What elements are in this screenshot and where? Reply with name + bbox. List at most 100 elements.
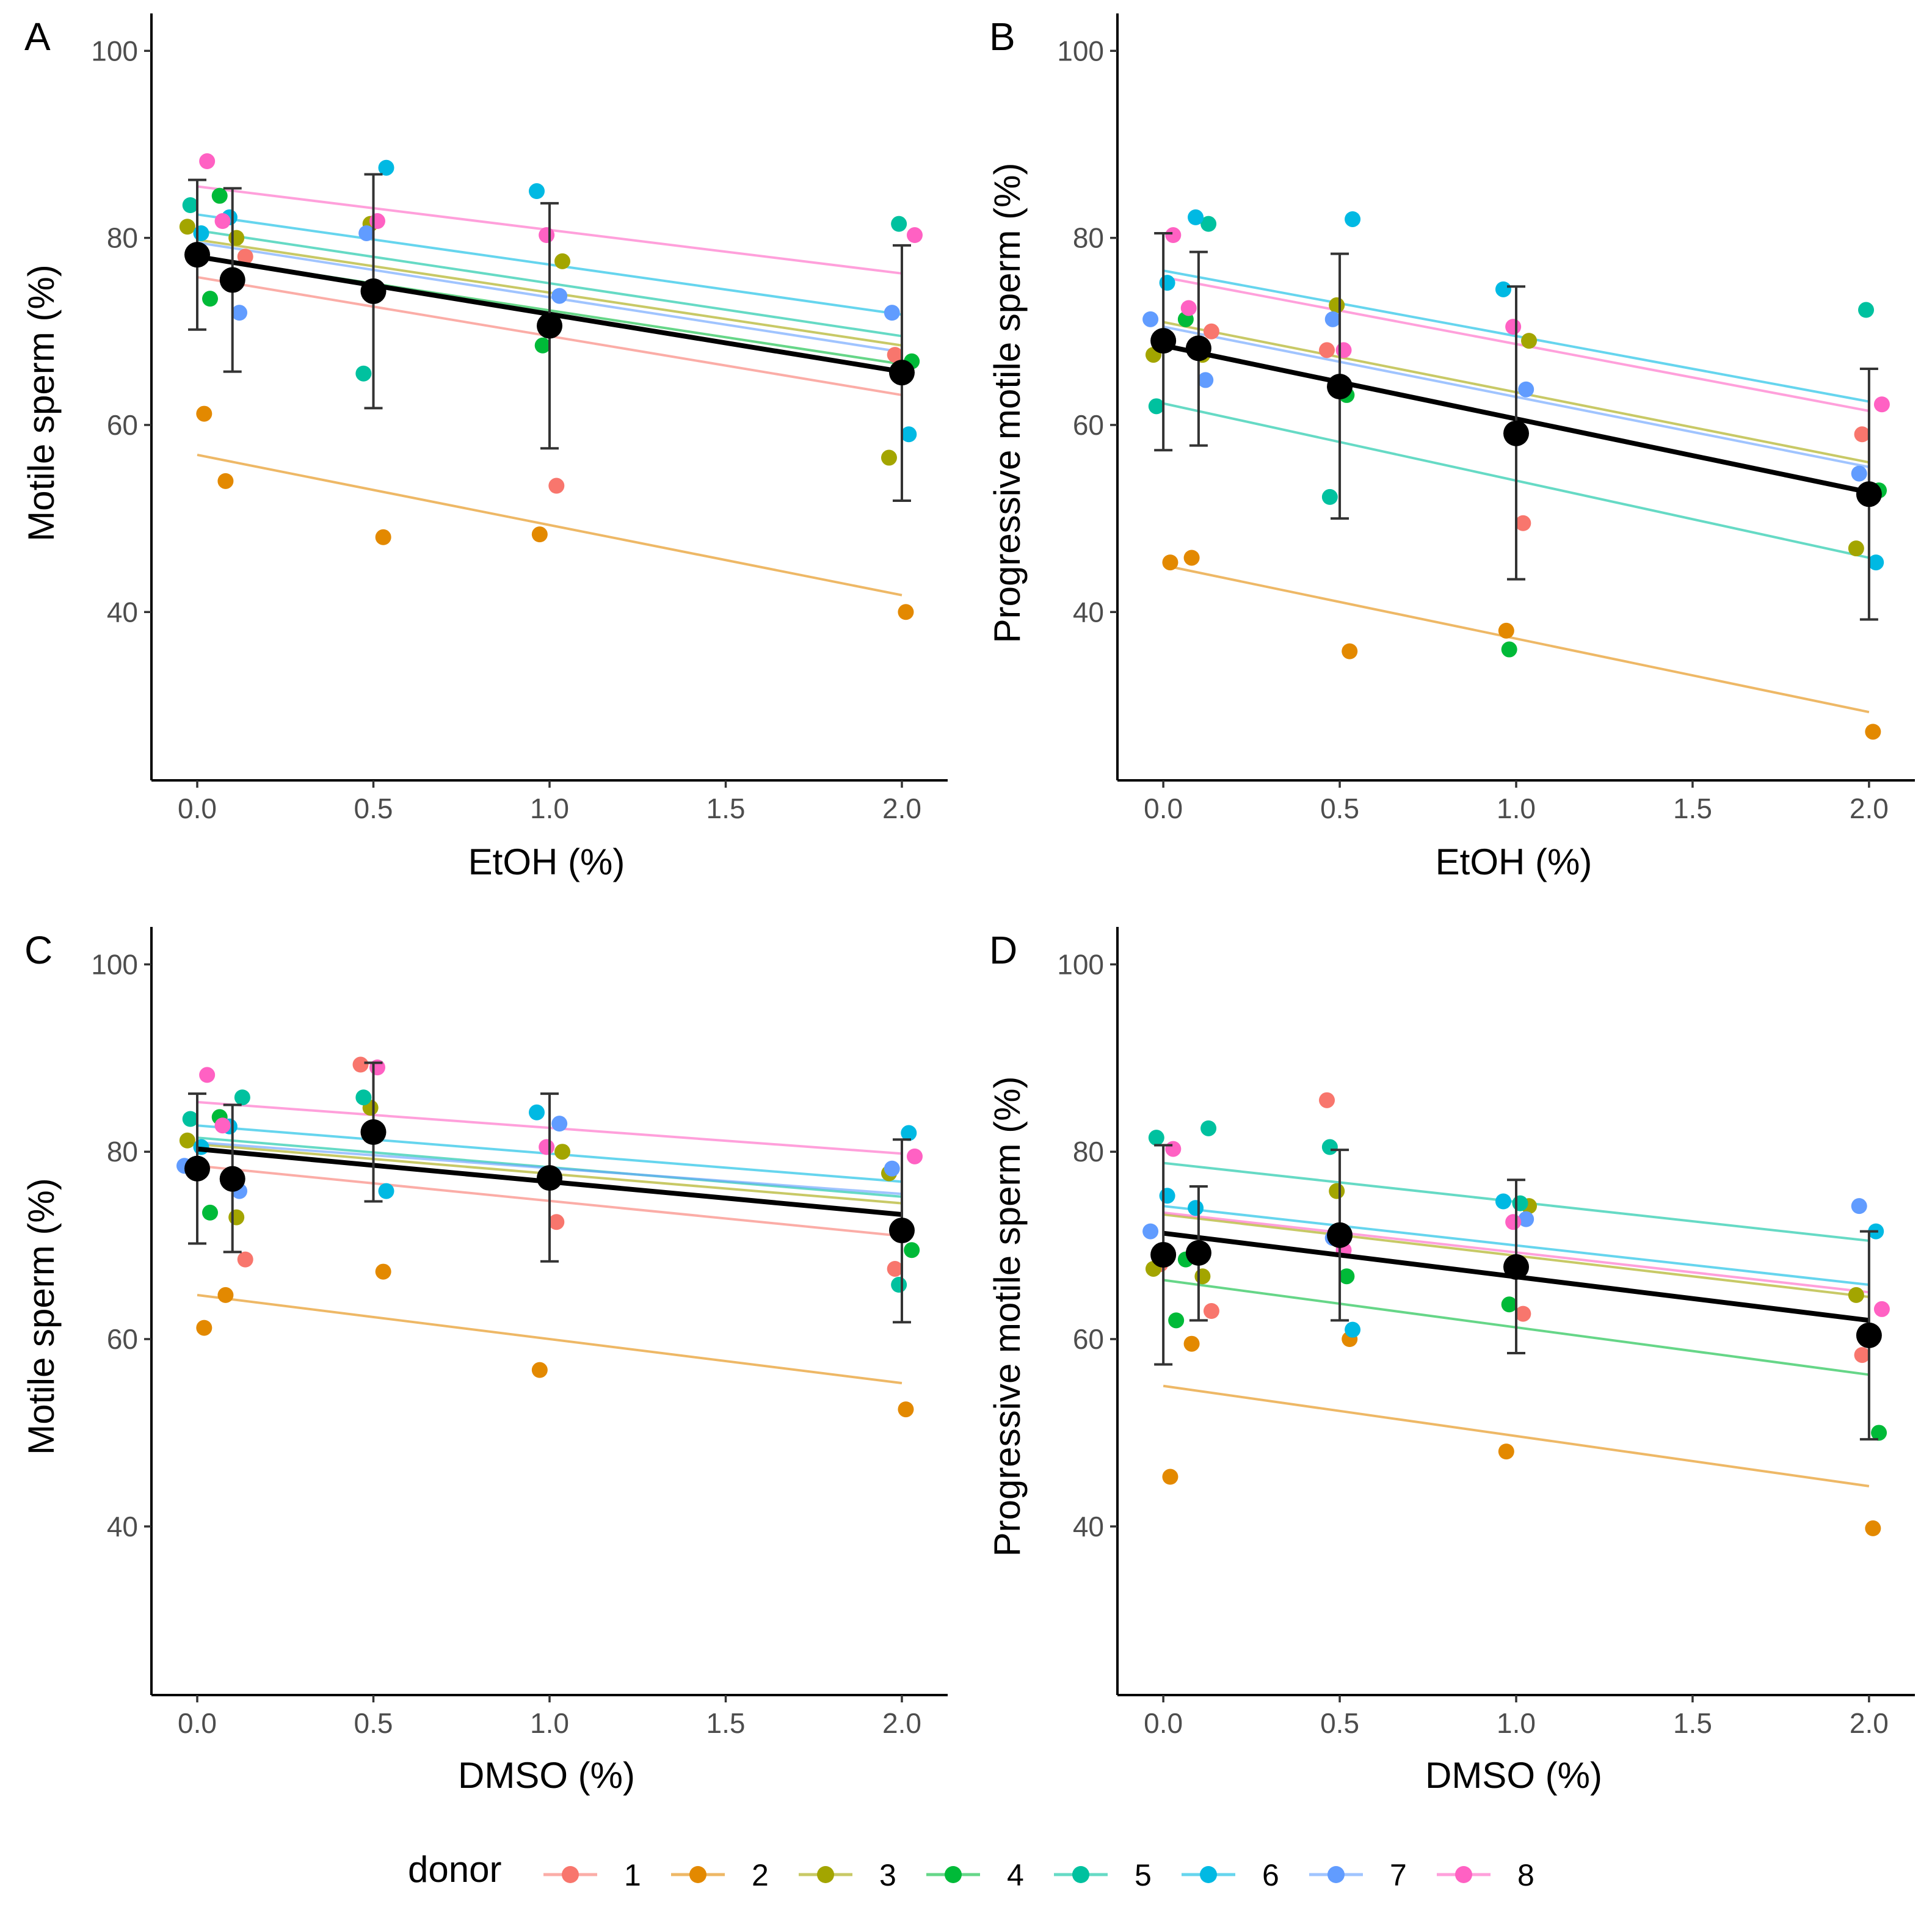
x-tick-label: 0.5	[1320, 1707, 1359, 1739]
donor-2-point	[1498, 622, 1514, 639]
donor-6-point	[193, 225, 209, 241]
mean-point	[1150, 1241, 1177, 1268]
legend-label: 1	[624, 1858, 641, 1892]
donor-1-point	[352, 1056, 369, 1073]
donor-4-point	[1501, 641, 1517, 658]
donor-3-point	[1521, 333, 1538, 349]
y-tick-label: 40	[1073, 1511, 1104, 1542]
donor-8-point	[199, 1067, 216, 1083]
donor-4-point	[904, 1242, 920, 1258]
donor-1-point	[1319, 342, 1335, 358]
donor-7-point	[1518, 381, 1534, 398]
panel-a-plot-area: 40 60 80 100 0.0 0.5 1.0 1.5 2.0	[91, 13, 948, 824]
donor-2-point	[898, 1401, 914, 1418]
donor-7-point	[1197, 372, 1214, 388]
panel-a-label: A	[24, 15, 51, 59]
y-tick-label: 60	[107, 1323, 138, 1355]
panel-d-x-axis-title: DMSO (%)	[1425, 1755, 1602, 1796]
mean-point	[184, 242, 211, 268]
panel-d-label: D	[989, 928, 1017, 972]
donor-2-point	[217, 1287, 234, 1303]
panel-d: D 40 60 80 100 0.0 0.5 1.0 1.5 2.0 DMSO (%) Prog…	[987, 927, 1915, 1796]
x-tick-label: 1.0	[530, 1707, 569, 1739]
donor-3-point	[1194, 1268, 1211, 1285]
donor-8-point	[539, 227, 555, 244]
panel-b-y-axis-title: Progressive motile sperm (%)	[987, 163, 1028, 644]
donor-2-fit-line	[1163, 1384, 1870, 1487]
donor-2-point	[1865, 1520, 1881, 1536]
donor-1-point	[1203, 1303, 1219, 1319]
panel-a-y-axis-title: Motile sperm (%)	[21, 264, 62, 541]
donor-5-point	[1512, 1195, 1528, 1211]
mean-point	[1327, 1222, 1353, 1248]
x-tick-label: 1.5	[706, 793, 746, 824]
donor-2-fit-line	[197, 1293, 902, 1385]
donor-6-point	[378, 159, 394, 176]
mean-point	[1185, 335, 1211, 361]
donor-5-point	[182, 1111, 198, 1127]
donor-6-point	[528, 1104, 545, 1120]
donor-7-point	[1851, 465, 1867, 482]
panel-b-x-axis-title: EtOH (%)	[1436, 841, 1592, 882]
donor-2-point	[217, 473, 234, 489]
donor-2-point	[375, 1263, 391, 1280]
donor-2-point	[898, 604, 914, 620]
donor-2-point	[196, 405, 212, 422]
panel-c-x-axis-title: DMSO (%)	[458, 1755, 635, 1796]
donor-1-point	[548, 478, 565, 494]
donor-7-point	[358, 225, 375, 241]
donor-1-point	[237, 249, 253, 265]
donor-5-point	[1200, 1120, 1217, 1136]
donor-4-point	[1501, 1296, 1517, 1313]
donor-5-point	[1148, 398, 1164, 415]
legend-label: 4	[1007, 1858, 1024, 1892]
donor-3-point	[179, 219, 195, 235]
y-tick-label: 60	[107, 409, 138, 441]
x-tick-label: 0.0	[1144, 793, 1183, 824]
x-tick-label: 0.0	[178, 1707, 217, 1739]
legend-title: donor	[408, 1849, 501, 1890]
donor-1-point	[1319, 1092, 1335, 1108]
donor-7-point	[1142, 1223, 1159, 1240]
panel-a: A 40 60 80 100 0.0 0.5 1.0 1.5 2.0 EtOH (%) Moti…	[21, 13, 948, 882]
donor-3-point	[179, 1132, 195, 1149]
mean-point	[1150, 328, 1177, 354]
x-tick-label: 2.0	[1850, 1707, 1889, 1739]
x-tick-label: 1.0	[1497, 793, 1536, 824]
y-tick-label: 100	[91, 35, 138, 67]
donor-2-fit-line	[197, 454, 902, 597]
donor-5-point	[234, 1089, 250, 1106]
mean-point	[888, 360, 915, 386]
mean-point	[360, 278, 387, 304]
x-tick-label: 2.0	[1850, 793, 1889, 824]
legend-label: 8	[1517, 1858, 1534, 1892]
donor-8-point	[1335, 342, 1352, 358]
donor-4-point	[534, 337, 551, 354]
donor-2-point	[1183, 1335, 1200, 1352]
donor-4-point	[1168, 1312, 1185, 1329]
donor-6-point	[1495, 1193, 1511, 1210]
legend-key-point	[1327, 1866, 1345, 1883]
donor-7-point	[1851, 1198, 1867, 1215]
x-tick-label: 1.0	[530, 793, 569, 824]
donor-1-point	[887, 347, 903, 363]
donor-6-point	[378, 1183, 394, 1199]
donor-2-point	[1162, 554, 1178, 571]
legend-key-point	[689, 1866, 706, 1883]
donor-7-point	[884, 305, 900, 321]
donor-7-point	[884, 1160, 900, 1177]
donor-3-point	[1329, 1183, 1345, 1199]
donor-4-point	[202, 291, 219, 307]
donor-6-point	[1159, 1188, 1175, 1204]
donor-2-point	[531, 1362, 548, 1378]
donor-3-point	[554, 1144, 571, 1160]
donor-2-point	[1865, 724, 1881, 740]
mean-point	[1185, 1240, 1211, 1266]
donor-8-point	[1873, 396, 1890, 413]
donor-1-point	[548, 1214, 565, 1230]
donor-8-point	[1165, 227, 1182, 244]
donor-8-point	[1505, 1214, 1522, 1230]
y-tick-label: 80	[1073, 1136, 1104, 1167]
donor-3-point	[881, 449, 897, 466]
